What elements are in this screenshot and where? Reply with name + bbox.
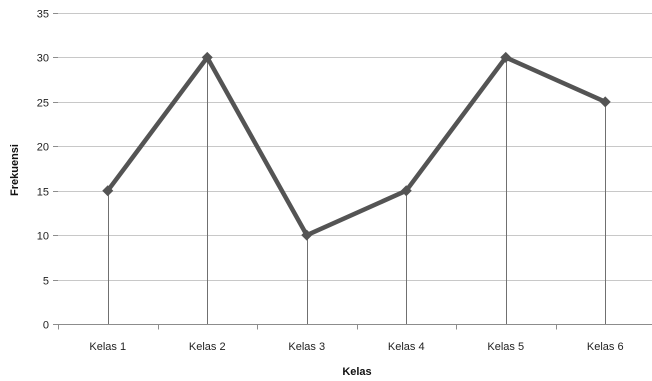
y-tick-label: 30: [37, 53, 49, 65]
series-group: [102, 51, 611, 241]
gridlines: [53, 13, 652, 325]
data-point-marker: [500, 51, 512, 63]
x-tick-label: Kelas 6: [587, 341, 624, 353]
x-tick-marks: [58, 324, 557, 330]
x-tick-labels: Kelas 1 Kelas 2 Kelas 3 Kelas 4 Kelas 5 Kelas…: [89, 341, 623, 353]
data-point-marker: [201, 51, 213, 63]
x-tick-label: Kelas 3: [288, 341, 325, 353]
x-tick-label: Kelas 5: [487, 341, 524, 353]
y-tick-label: 35: [37, 9, 49, 21]
y-tick-label: 0: [43, 320, 49, 332]
y-tick-label: 5: [43, 276, 49, 288]
drop-lines: [108, 57, 606, 325]
data-point-marker: [400, 185, 412, 197]
y-axis-title: Frekuensi: [9, 144, 21, 196]
y-tick-labels: 0 5 10 15 20 25 30 35: [37, 9, 49, 332]
x-axis-title: Kelas: [342, 366, 371, 378]
series-line: [105, 55, 608, 238]
y-tick-label: 15: [37, 187, 49, 199]
y-tick-label: 20: [37, 142, 49, 154]
x-tick-label: Kelas 2: [189, 341, 226, 353]
data-point-marker: [599, 96, 611, 108]
x-tick-label: Kelas 1: [89, 341, 126, 353]
data-point-marker: [301, 229, 313, 241]
y-tick-label: 25: [37, 98, 49, 110]
y-tick-label: 10: [37, 231, 49, 243]
x-tick-label: Kelas 4: [388, 341, 425, 353]
data-point-marker: [102, 185, 114, 197]
